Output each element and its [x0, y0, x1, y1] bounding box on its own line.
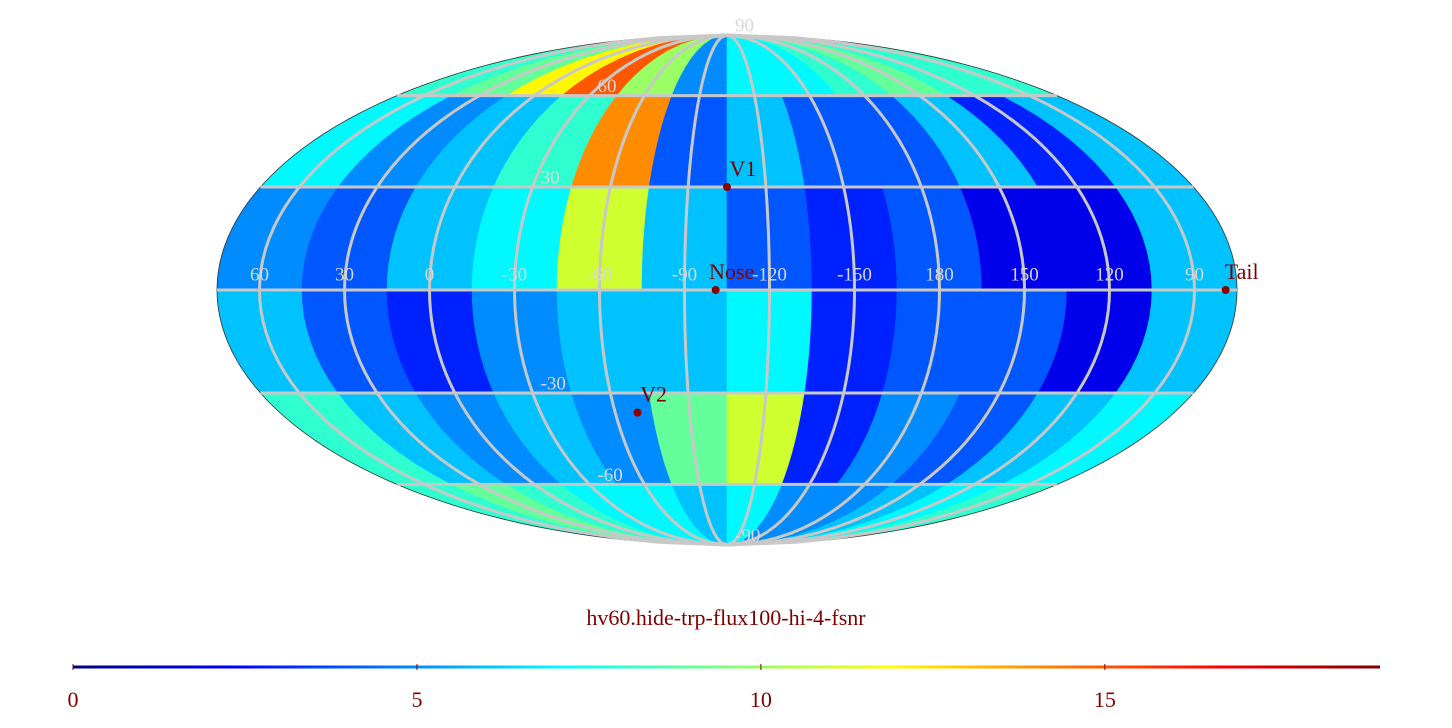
lon-label: -60 [587, 264, 612, 285]
lon-label: 180 [925, 264, 954, 285]
lon-label: 150 [1010, 264, 1039, 285]
colorbar [73, 665, 1380, 669]
lat-label: 30 [541, 167, 560, 188]
lat-label: 60 [597, 76, 616, 97]
marker-label: Nose [709, 259, 754, 284]
chart-title: hv60.hide-trp-flux100-hi-4-fsnr [586, 605, 866, 630]
lon-label: 120 [1095, 264, 1124, 285]
lon-label: -90 [672, 264, 697, 285]
marker [1221, 286, 1230, 294]
marker-label: V2 [640, 382, 667, 407]
map-layer [216, 34, 1238, 546]
lon-label: -120 [752, 264, 787, 285]
lon-label: 30 [335, 264, 354, 285]
marker [723, 182, 731, 191]
marker [633, 408, 642, 417]
colorbar-label: 15 [1094, 687, 1116, 712]
marker-label: V1 [730, 156, 757, 181]
lat-label: -90 [735, 525, 760, 546]
marker [711, 286, 720, 294]
lat-label: -60 [597, 465, 622, 486]
lat-label: 90 [735, 15, 754, 36]
lat-label: -30 [541, 373, 566, 394]
lon-label: 60 [250, 264, 269, 285]
colorbar-label: 5 [411, 687, 422, 712]
marker-label: Tail [1225, 259, 1259, 284]
colorbar-label: 0 [68, 687, 79, 712]
colorbar-label: 10 [750, 687, 772, 712]
lon-label: 90 [1185, 264, 1204, 285]
lon-label: 0 [425, 264, 435, 285]
lon-label: -150 [837, 264, 872, 285]
lon-label: -30 [502, 264, 527, 285]
